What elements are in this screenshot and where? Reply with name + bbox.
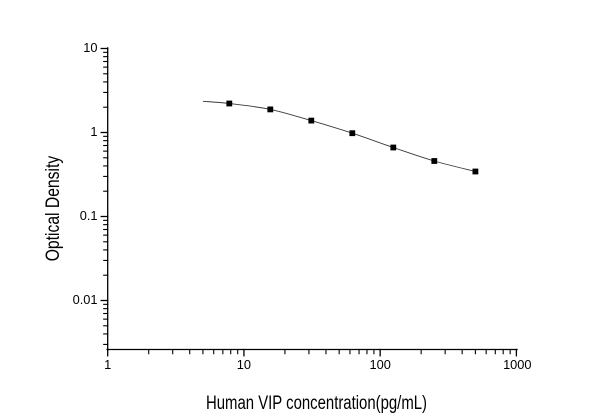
svg-text:100: 100 <box>370 357 391 372</box>
svg-text:1000: 1000 <box>503 357 531 372</box>
svg-text:0.1: 0.1 <box>80 208 98 223</box>
svg-text:Human VIP concentration(pg/mL): Human VIP concentration(pg/mL) <box>206 393 427 414</box>
svg-text:10: 10 <box>237 357 251 372</box>
svg-text:0.01: 0.01 <box>73 292 98 307</box>
svg-text:10: 10 <box>83 40 97 55</box>
svg-text:Optical Density: Optical Density <box>43 155 64 261</box>
svg-text:1: 1 <box>104 357 111 372</box>
svg-text:1: 1 <box>90 124 97 139</box>
